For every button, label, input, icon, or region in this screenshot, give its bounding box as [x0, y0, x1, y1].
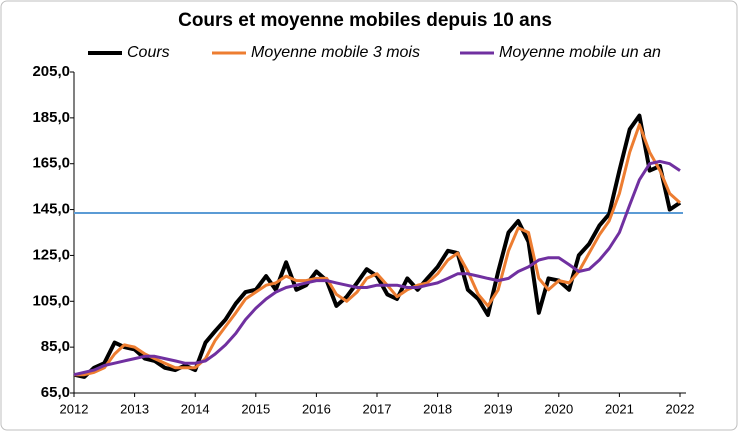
y-tick-label: 145,0 — [32, 201, 70, 218]
x-tick-label: 2019 — [484, 401, 513, 416]
y-tick-label: 125,0 — [32, 246, 70, 263]
x-tick-label: 2018 — [423, 401, 452, 416]
y-tick-label: 185,0 — [32, 109, 70, 126]
legend-label: Moyenne mobile 3 mois — [251, 44, 420, 61]
x-tick-label: 2012 — [60, 401, 89, 416]
series-line — [73, 113, 682, 379]
series-line — [73, 159, 681, 377]
x-tick-label: 2015 — [241, 401, 270, 416]
x-tick-label: 2013 — [120, 401, 149, 416]
x-tick-label: 2017 — [363, 401, 392, 416]
x-tick-label: 2021 — [605, 401, 634, 416]
x-tick-label: 2022 — [666, 401, 695, 416]
y-tick-label: 105,0 — [32, 292, 70, 309]
x-tick-label: 2016 — [302, 401, 331, 416]
x-tick-label: 2014 — [181, 401, 210, 416]
y-tick-label: 205,0 — [32, 63, 70, 80]
y-tick-label: 65,0 — [41, 384, 70, 401]
y-tick-label: 85,0 — [41, 338, 70, 355]
legend-label: Moyenne mobile un an — [499, 44, 661, 61]
y-tick-label: 165,0 — [32, 155, 70, 172]
x-tick-label: 2020 — [544, 401, 573, 416]
chart-title: Cours et moyenne mobiles depuis 10 ans — [178, 10, 552, 31]
legend-label: Cours — [127, 44, 170, 61]
